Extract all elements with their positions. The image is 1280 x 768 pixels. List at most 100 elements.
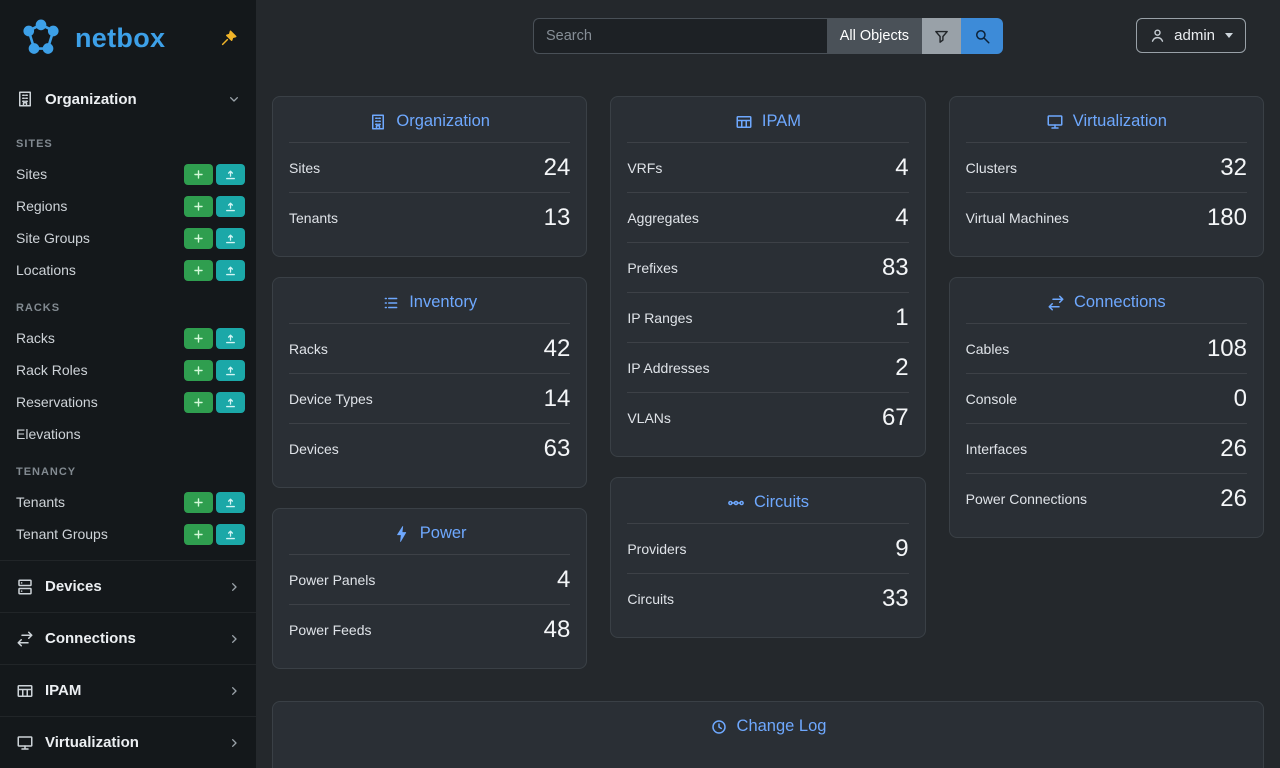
- plus-icon: [194, 169, 203, 179]
- changelog-icon: [711, 719, 726, 734]
- card-circuits: Circuits Providers 9 Circuits 33: [610, 477, 926, 638]
- sidebar-group-label: IPAM: [45, 682, 82, 699]
- stat-row-cables[interactable]: Cables 108: [965, 323, 1247, 373]
- import-button[interactable]: [216, 491, 245, 513]
- upload-icon: [226, 202, 235, 211]
- sidebar-group-organization[interactable]: Organization: [0, 76, 256, 122]
- add-button[interactable]: [184, 227, 213, 249]
- netbox-logo-link[interactable]: netbox: [16, 17, 165, 59]
- sidebar-group-virtualization[interactable]: Virtualization: [0, 716, 256, 768]
- stat-label: Power Feeds: [289, 621, 372, 638]
- import-button[interactable]: [216, 391, 245, 413]
- import-button[interactable]: [216, 195, 245, 217]
- upload-icon: [226, 266, 235, 275]
- sidebar-item-regions[interactable]: Regions: [0, 190, 256, 222]
- import-button[interactable]: [216, 163, 245, 185]
- sidebar-item-sites[interactable]: Sites: [0, 158, 256, 190]
- stat-row-interfaces[interactable]: Interfaces 26: [965, 423, 1247, 473]
- connections-icon: [17, 631, 33, 646]
- stat-label: Tenants: [289, 209, 339, 226]
- sidebar-section-title-sites: SITES: [16, 138, 53, 150]
- sidebar-item-elevations[interactable]: Elevations: [0, 418, 256, 450]
- sidebar-item-tenants[interactable]: Tenants: [0, 486, 256, 518]
- stat-row-virtual-machines[interactable]: Virtual Machines 180: [965, 192, 1247, 242]
- user-menu-button[interactable]: admin: [1136, 18, 1246, 53]
- stat-row-clusters[interactable]: Clusters 32: [965, 142, 1247, 192]
- add-button[interactable]: [184, 327, 213, 349]
- add-button[interactable]: [184, 195, 213, 217]
- stat-label: Power Panels: [289, 571, 376, 588]
- plus-icon: [194, 201, 203, 211]
- import-button[interactable]: [216, 327, 245, 349]
- stat-row-console[interactable]: Console 0: [965, 373, 1247, 423]
- sidebar-item-label: Racks: [16, 330, 55, 346]
- stat-row-ip-addresses[interactable]: IP Addresses 2: [627, 342, 909, 392]
- filter-button[interactable]: [922, 18, 961, 54]
- pin-sidebar-button[interactable]: [218, 27, 240, 49]
- stat-row-power-feeds[interactable]: Power Feeds 48: [289, 604, 571, 654]
- sidebar-item-racks[interactable]: Racks: [0, 322, 256, 354]
- import-button[interactable]: [216, 259, 245, 281]
- plus-icon: [194, 333, 203, 343]
- add-button[interactable]: [184, 259, 213, 281]
- user-icon: [1151, 29, 1164, 43]
- stat-row-racks[interactable]: Racks 42: [289, 323, 571, 373]
- stat-row-ip-ranges[interactable]: IP Ranges 1: [627, 292, 909, 342]
- search-input[interactable]: [533, 18, 827, 54]
- stat-value: 4: [556, 565, 571, 593]
- sidebar-item-locations[interactable]: Locations: [0, 254, 256, 286]
- stat-value: 13: [543, 203, 571, 231]
- stat-row-devices[interactable]: Devices 63: [289, 423, 571, 473]
- stat-label: Circuits: [627, 590, 674, 607]
- import-button[interactable]: [216, 227, 245, 249]
- search-button[interactable]: [961, 18, 1003, 54]
- card-title: Circuits: [753, 493, 809, 511]
- sidebar-item-reservations[interactable]: Reservations: [0, 386, 256, 418]
- card-header: Circuits: [627, 478, 908, 523]
- sidebar-item-tenant-groups[interactable]: Tenant Groups: [0, 518, 256, 550]
- stat-row-vrfs[interactable]: VRFs 4: [627, 142, 909, 192]
- import-button[interactable]: [216, 523, 245, 545]
- card-header: IPAM: [627, 97, 908, 142]
- stat-row-vlans[interactable]: VLANs 67: [627, 392, 909, 442]
- stat-row-device-types[interactable]: Device Types 14: [289, 373, 571, 423]
- sidebar-group-ipam[interactable]: IPAM: [0, 664, 256, 716]
- pin-icon: [221, 30, 237, 46]
- add-button[interactable]: [184, 359, 213, 381]
- stat-row-circuits[interactable]: Circuits 33: [627, 573, 909, 623]
- stat-value: 180: [1206, 203, 1247, 231]
- stat-value: 48: [543, 615, 571, 643]
- stat-row-prefixes[interactable]: Prefixes 83: [627, 242, 909, 292]
- add-button[interactable]: [184, 163, 213, 185]
- sidebar-section-title-racks: RACKS: [16, 302, 61, 314]
- upload-icon: [226, 498, 235, 507]
- stat-row-tenants[interactable]: Tenants 13: [289, 192, 571, 242]
- add-button[interactable]: [184, 523, 213, 545]
- stat-row-providers[interactable]: Providers 9: [627, 523, 909, 573]
- stat-row-sites[interactable]: Sites 24: [289, 142, 571, 192]
- search-scope-button[interactable]: All Objects: [826, 18, 922, 54]
- stat-row-power-panels[interactable]: Power Panels 4: [289, 554, 571, 604]
- stat-label: Providers: [627, 540, 687, 557]
- add-button[interactable]: [184, 491, 213, 513]
- stat-value: 2: [895, 353, 909, 381]
- sidebar-item-site-groups[interactable]: Site Groups: [0, 222, 256, 254]
- sidebar-group-devices[interactable]: Devices: [0, 560, 256, 612]
- add-button[interactable]: [184, 391, 213, 413]
- stat-value: 1: [895, 303, 909, 331]
- dashboard-column: Organization Sites 24 Tenants 13 Inventory Rac…: [272, 96, 588, 669]
- sidebar-item-label: Regions: [16, 198, 68, 214]
- organization-icon: [19, 91, 31, 107]
- stat-row-aggregates[interactable]: Aggregates 4: [627, 192, 909, 242]
- sidebar-group-label: Devices: [45, 578, 102, 595]
- dashboard-columns: Organization Sites 24 Tenants 13 Inventory Rac…: [272, 96, 1264, 669]
- import-button[interactable]: [216, 359, 245, 381]
- stat-row-power-connections[interactable]: Power Connections 26: [965, 473, 1247, 523]
- card-title: IPAM: [761, 112, 802, 130]
- sidebar-item-rack-roles[interactable]: Rack Roles: [0, 354, 256, 386]
- card-title: Organization: [396, 112, 490, 130]
- card-organization: Organization Sites 24 Tenants 13: [272, 96, 588, 257]
- sidebar-group-connections[interactable]: Connections: [0, 612, 256, 664]
- stat-value: 26: [1220, 434, 1247, 462]
- virtualization-icon: [17, 735, 33, 750]
